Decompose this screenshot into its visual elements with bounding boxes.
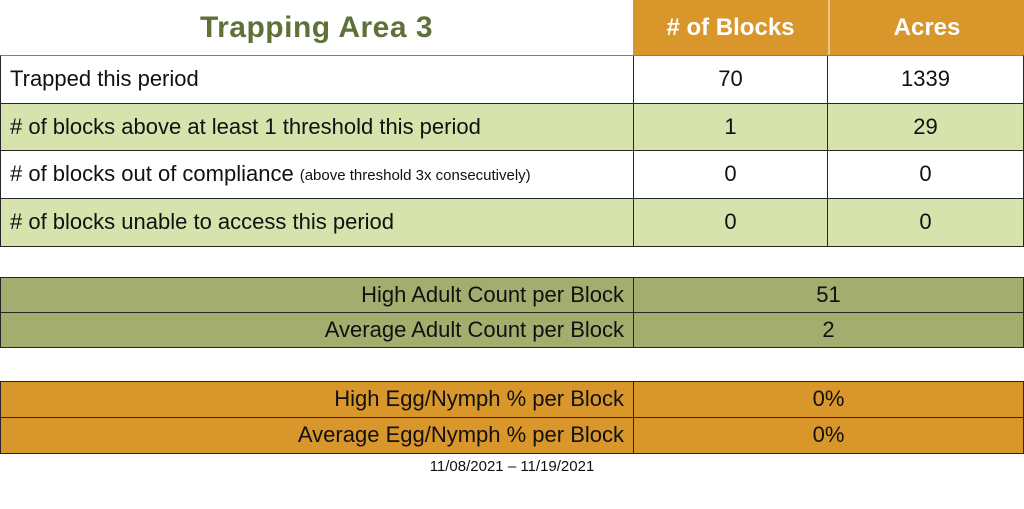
spacer xyxy=(0,247,1024,277)
page-title: Trapping Area 3 xyxy=(199,10,434,44)
acres-value-cell: 1339 xyxy=(827,56,1023,103)
egg-nymph-table: High Egg/Nymph % per Block 0% Average Eg… xyxy=(0,381,1024,454)
header-blocks-cell: # of Blocks xyxy=(633,0,828,55)
table-row: Trapped this period 70 1339 xyxy=(1,56,1023,104)
adult-average-value: 2 xyxy=(633,312,1023,347)
table-row: # of blocks out of compliance (above thr… xyxy=(1,151,1023,199)
blocks-value-cell: 0 xyxy=(633,198,827,246)
table-row: High Adult Count per Block 51 xyxy=(1,278,1023,313)
table-row: # of blocks above at least 1 threshold t… xyxy=(1,103,1023,151)
acres-value-cell: 0 xyxy=(827,198,1023,246)
header-blocks-label: # of Blocks xyxy=(666,13,795,41)
title-cell: Trapping Area 3 xyxy=(0,0,633,55)
date-range: 11/08/2021 – 11/19/2021 xyxy=(429,458,595,475)
row-label: # of blocks unable to access this period xyxy=(1,199,633,247)
spacer xyxy=(0,348,1024,381)
table-row: High Egg/Nymph % per Block 0% xyxy=(1,382,1023,418)
row-label: Trapped this period xyxy=(1,56,633,103)
adult-count-table: High Adult Count per Block 51 Average Ad… xyxy=(0,277,1024,348)
header-row: Trapping Area 3 # of Blocks Acres xyxy=(0,0,1024,55)
blocks-value-cell: 1 xyxy=(633,103,827,150)
acres-value-cell: 29 xyxy=(827,103,1023,150)
row-label-text: # of blocks out of compliance xyxy=(10,161,294,187)
row-label-text: # of blocks above at least 1 threshold t… xyxy=(10,113,481,139)
egg-high-value: 0% xyxy=(633,382,1023,417)
egg-high-label: High Egg/Nymph % per Block xyxy=(334,386,624,412)
row-label-text: # of blocks unable to access this period xyxy=(10,209,395,235)
egg-average-value: 0% xyxy=(633,417,1023,453)
egg-average-label: Average Egg/Nymph % per Block xyxy=(297,422,624,448)
row-label-text: Trapped this period xyxy=(10,66,199,92)
header-acres-label: Acres xyxy=(893,13,961,41)
header-acres-cell: Acres xyxy=(828,0,1024,55)
acres-value-cell: 0 xyxy=(827,151,1023,198)
adult-high-value: 51 xyxy=(633,278,1023,312)
summary-table: Trapped this period 70 1339 # of blocks … xyxy=(0,55,1024,247)
table-row: # of blocks unable to access this period… xyxy=(1,198,1023,247)
adult-high-label: High Adult Count per Block xyxy=(361,281,624,307)
adult-average-label: Average Adult Count per Block xyxy=(324,316,624,342)
blocks-value-cell: 70 xyxy=(633,56,827,103)
row-label: # of blocks above at least 1 threshold t… xyxy=(1,104,633,151)
blocks-value-cell: 0 xyxy=(633,151,827,198)
table-row: Average Adult Count per Block 2 xyxy=(1,312,1023,347)
row-label-note: (above threshold 3x consecutively) xyxy=(299,167,531,185)
table-row: Average Egg/Nymph % per Block 0% xyxy=(1,417,1023,453)
row-label: # of blocks out of compliance (above thr… xyxy=(1,151,633,198)
